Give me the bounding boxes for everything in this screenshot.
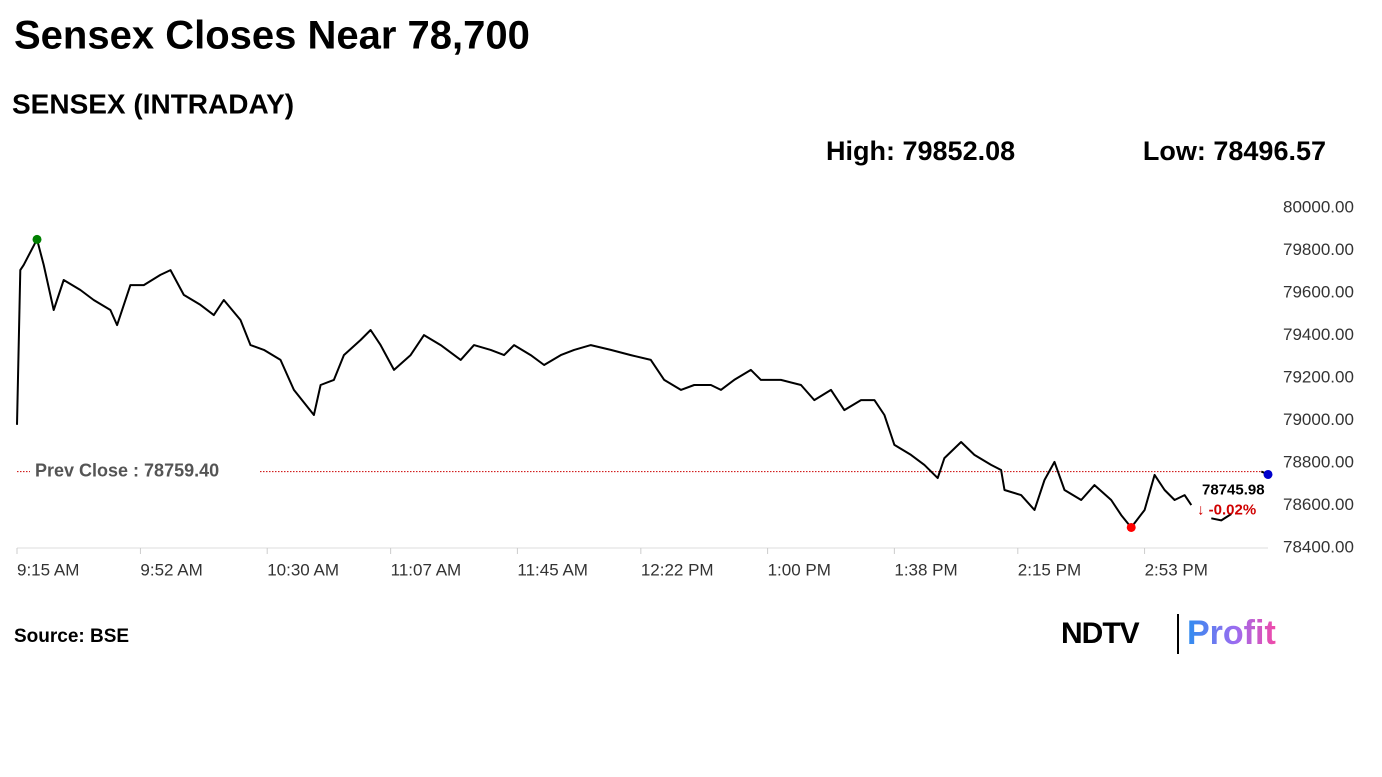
high-label: High: <box>826 136 895 166</box>
x-tick-label: 10:30 AM <box>267 560 339 579</box>
y-tick-label: 79400.00 <box>1283 325 1354 344</box>
change-value: -0.02% <box>1209 501 1257 518</box>
x-tick-label: 1:00 PM <box>768 560 831 579</box>
marker <box>1126 522 1136 532</box>
close-label: 78745.98 <box>1202 481 1265 498</box>
logo-profit: Profit <box>1187 614 1276 652</box>
y-tick-label: 78400.00 <box>1283 537 1354 556</box>
chart-subtitle: SENSEX (INTRADAY) <box>12 88 294 119</box>
high-text: High: 79852.08 <box>826 136 1015 166</box>
y-tick-label: 79200.00 <box>1283 367 1354 386</box>
change-label: ↓ -0.02% <box>1197 501 1256 518</box>
y-tick-label: 79800.00 <box>1283 240 1354 259</box>
x-tick-label: 2:15 PM <box>1018 560 1081 579</box>
low-text: Low: 78496.57 <box>1143 136 1326 166</box>
price-line <box>16 238 1269 529</box>
low-label: Low: <box>1143 136 1206 166</box>
source: Source: BSE <box>14 626 129 647</box>
plot: 78400.00 78600.00 78800.00 79000.00 79200.00… <box>16 197 1354 579</box>
marker <box>1263 469 1273 479</box>
prev-close-label: Prev Close : 78759.40 <box>35 460 219 480</box>
y-tick-label: 79000.00 <box>1283 410 1354 429</box>
x-tick-label: 2:53 PM <box>1145 560 1208 579</box>
prev-close-bg <box>30 459 260 482</box>
y-tick-label: 78800.00 <box>1283 452 1354 471</box>
chart-title: Sensex Closes Near 78,700 <box>14 14 530 58</box>
x-tick-label: 12:22 PM <box>641 560 714 579</box>
y-tick-label: 80000.00 <box>1283 197 1354 216</box>
x-tick-label: 9:52 AM <box>140 560 202 579</box>
logo-ndtv: NDTV <box>1061 617 1140 650</box>
x-tick-label: 11:07 AM <box>391 560 462 579</box>
x-tick-label: 9:15 AM <box>17 560 79 579</box>
low-value: 78496.57 <box>1213 136 1326 166</box>
high-value: 79852.08 <box>903 136 1016 166</box>
marker <box>32 234 42 244</box>
x-tick-label: 11:45 AM <box>517 560 588 579</box>
y-tick-label: 79600.00 <box>1283 282 1354 301</box>
x-tick-label: 1:38 PM <box>894 560 957 579</box>
y-tick-label: 78600.00 <box>1283 495 1354 514</box>
